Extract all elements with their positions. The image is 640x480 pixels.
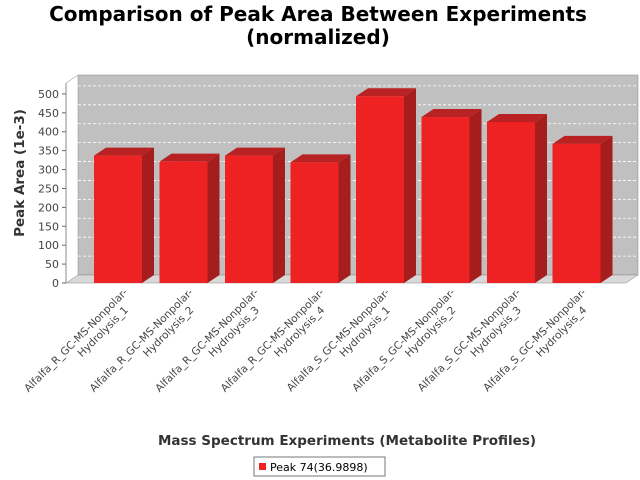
y-tick-label: 300: [38, 164, 59, 177]
bar-side: [207, 153, 220, 283]
x-tick-label-line: Alfalfa_R_GC-MS-Nonpolar-: [88, 286, 196, 394]
x-axis-label: Mass Spectrum Experiments (Metabolite Pr…: [158, 433, 536, 449]
bar-top: [552, 135, 613, 144]
bar-front: [356, 96, 404, 284]
bar-front: [94, 155, 142, 283]
legend-label: Peak 74(36.9898): [270, 461, 368, 474]
bar-front: [552, 143, 601, 283]
bar: [290, 154, 351, 283]
bar-side: [535, 113, 547, 283]
plot-wall-edge: [65, 74, 79, 84]
y-axis: 0 50 100 150 200 250 300 350 400 450 500: [38, 83, 67, 290]
bar: [225, 147, 285, 283]
bar-side: [338, 154, 351, 283]
bar-side: [404, 88, 416, 284]
bar: [552, 135, 613, 283]
y-tick-label: 350: [38, 145, 59, 158]
x-axis: Alfalfa_R_GC-MS-Nonpolar-Hydrolysis_1Alf…: [22, 286, 589, 403]
bar: [159, 153, 220, 283]
bar-top: [290, 154, 351, 163]
x-tick-label-line: Alfalfa_R_GC-MS-Nonpolar-: [22, 286, 130, 394]
y-tick-label: 250: [38, 182, 59, 195]
bar-top: [356, 88, 416, 97]
bar-top: [225, 147, 285, 156]
bar-front: [159, 161, 208, 283]
y-tick-label: 0: [52, 277, 59, 290]
y-axis-label: Peak Area (1e-3): [12, 109, 28, 237]
y-tick-label: 500: [38, 88, 59, 101]
y-tick-label: 200: [38, 201, 59, 214]
y-tick-label: 50: [45, 258, 59, 271]
bar-top: [421, 109, 482, 118]
bar-side: [600, 135, 613, 283]
x-tick-label-line: Alfalfa_R_GC-MS-Nonpolar-: [153, 286, 261, 394]
bar-top: [487, 113, 547, 122]
bar-front: [487, 121, 535, 283]
x-tick-label-line: Alfalfa_R_GC-MS-Nonpolar-: [219, 286, 327, 394]
chart-title-line-2: (normalized): [246, 25, 390, 49]
bar-top: [159, 153, 220, 162]
bar: [356, 88, 416, 284]
bar-side: [142, 147, 154, 283]
bar: [487, 113, 547, 283]
legend-box: [253, 456, 386, 477]
bar-front: [225, 155, 273, 283]
bar-front: [290, 162, 339, 283]
y-tick-label: 150: [38, 220, 59, 233]
bars: [94, 88, 613, 284]
legend-swatch: [259, 463, 266, 470]
y-tick-label: 100: [38, 239, 59, 252]
y-tick-label: 450: [38, 107, 59, 120]
bar-front: [421, 117, 470, 283]
bar-side: [469, 109, 482, 283]
legend: Peak 74(36.9898): [253, 456, 386, 477]
chart-title-line-1: Comparison of Peak Area Between Experime…: [49, 2, 587, 26]
bar: [94, 147, 154, 283]
bar: [421, 109, 482, 283]
y-tick-label: 400: [38, 126, 59, 139]
bar-top: [94, 147, 154, 156]
x-tick-label: Alfalfa_R_GC-MS-Nonpolar-Hydrolysis_1: [22, 286, 139, 403]
bar-side: [273, 147, 285, 283]
